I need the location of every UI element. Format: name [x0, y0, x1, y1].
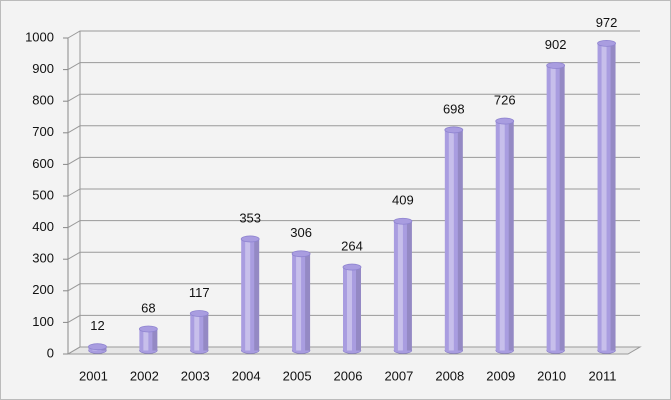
value-label: 409: [392, 193, 414, 208]
x-tick-label: 2004: [232, 368, 261, 383]
bar: [343, 267, 361, 351]
y-tick-label: 1000: [25, 29, 54, 44]
bar-highlight: [347, 267, 352, 351]
bar-group: [138, 325, 158, 354]
value-label: 698: [443, 101, 465, 116]
bar-cap: [291, 250, 311, 258]
bar: [241, 238, 260, 351]
bar-shade: [559, 65, 565, 351]
value-label: 306: [290, 225, 312, 240]
bar-group: [597, 39, 616, 354]
bar-highlight: [143, 329, 149, 351]
value-label: 12: [90, 318, 104, 333]
bar-cap: [240, 235, 260, 243]
bar-shade: [406, 221, 412, 351]
bar-highlight: [448, 129, 454, 351]
value-label: 902: [545, 37, 567, 52]
y-tick-label: 500: [32, 187, 54, 202]
value-label: 117: [189, 285, 210, 300]
x-tick-label: 2006: [334, 368, 363, 383]
bar-group: [240, 235, 260, 354]
y-tick-label: 100: [32, 314, 54, 329]
x-tick-label: 2002: [130, 368, 159, 383]
x-tick-label: 2008: [435, 368, 464, 383]
bar-shade: [508, 121, 514, 351]
y-tick-label: 400: [32, 219, 54, 234]
x-tick-label: 2005: [283, 368, 312, 383]
bar-highlight: [245, 238, 251, 351]
bar: [292, 253, 311, 351]
grid-line: [67, 93, 640, 102]
value-label: 726: [494, 93, 516, 108]
x-tick-label: 2011: [589, 368, 617, 383]
grid-line: [67, 62, 640, 71]
bar-group: [546, 62, 566, 354]
x-tick-label: 2010: [537, 368, 566, 383]
grid-line: [67, 30, 640, 39]
y-tick-label: 600: [32, 156, 54, 171]
bar: [546, 65, 565, 351]
bar: [190, 313, 209, 351]
bar-shade: [610, 43, 616, 351]
bar: [495, 121, 514, 351]
value-label: 353: [239, 210, 261, 225]
bar-group: [189, 310, 209, 354]
bar: [444, 129, 463, 351]
bar-group: [444, 126, 464, 354]
y-tick-label: 0: [47, 345, 54, 360]
bar: [393, 221, 412, 351]
bar-cap: [444, 126, 464, 134]
bar-cap: [597, 39, 616, 47]
bar-cap: [495, 117, 515, 125]
bar-shade: [356, 267, 361, 351]
bar-shade: [457, 129, 463, 351]
value-label: 972: [596, 15, 618, 30]
bar-shade: [203, 313, 209, 351]
bar-cap: [88, 343, 107, 351]
value-label: 68: [141, 300, 155, 315]
bar-group: [88, 343, 107, 354]
x-tick-label: 2003: [181, 368, 210, 383]
x-tick-label: 2001: [79, 368, 108, 383]
y-tick-label: 800: [32, 93, 54, 108]
y-tick-label: 300: [32, 251, 54, 266]
bar-cap: [546, 62, 566, 69]
y-tick-label: 900: [32, 61, 54, 76]
bar-highlight: [499, 121, 505, 351]
value-label: 264: [341, 239, 363, 254]
bar-highlight: [601, 43, 607, 351]
y-tick-label: 700: [32, 124, 54, 139]
bar-shade: [305, 253, 311, 351]
x-tick-label: 2009: [486, 368, 515, 383]
bar-cap: [393, 217, 413, 225]
bar-shade: [254, 238, 260, 351]
grid-line: [67, 125, 640, 134]
bar-cap: [138, 325, 158, 333]
x-tick-label: 2007: [384, 368, 413, 383]
y-tick-label: 200: [32, 282, 54, 297]
bar-highlight: [194, 313, 200, 351]
bar-highlight: [296, 253, 302, 351]
bar-group: [342, 263, 362, 354]
bar-highlight: [397, 221, 403, 351]
bar-shade: [152, 329, 158, 351]
bar-group: [393, 217, 413, 354]
bar-cap: [189, 310, 209, 317]
bar: [597, 43, 616, 351]
bar-group: [495, 117, 515, 354]
bar: [139, 329, 158, 351]
bar-cap: [342, 263, 362, 271]
bar-highlight: [550, 65, 556, 351]
bar-group: [291, 250, 311, 354]
